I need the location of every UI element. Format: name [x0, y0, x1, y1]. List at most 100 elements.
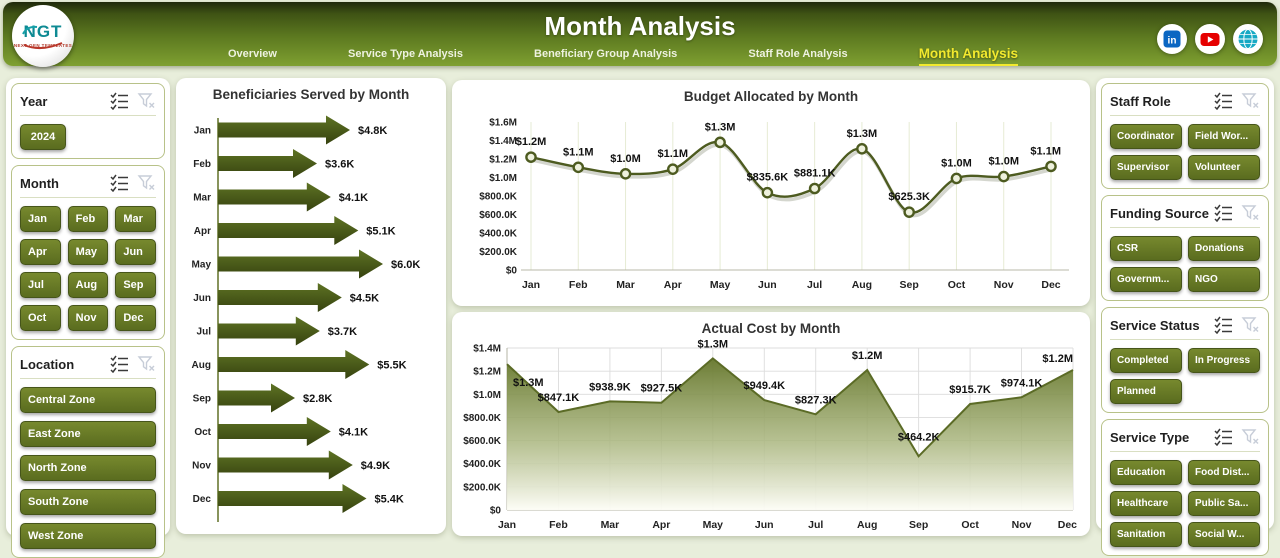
select-all-icon[interactable] [1214, 428, 1233, 446]
y-tick-label: $0 [506, 266, 518, 277]
filter-option-oct[interactable]: Oct [20, 305, 61, 331]
filter-option-healthcare[interactable]: Healthcare [1110, 491, 1182, 516]
select-all-icon[interactable] [1214, 316, 1233, 334]
clear-filter-icon[interactable] [137, 92, 156, 110]
filter-option-ngo[interactable]: NGO [1188, 267, 1260, 292]
nav-tab-month-analysis[interactable]: Month Analysis [918, 46, 1018, 66]
filter-option-mar[interactable]: Mar [115, 206, 156, 232]
filter-option-in-progress[interactable]: In Progress [1188, 348, 1260, 373]
filter-option-supervisor[interactable]: Supervisor [1110, 155, 1182, 180]
bar-value-label: $4.1K [339, 192, 368, 204]
app-header: Month Analysis Overview Service Type Anal… [3, 2, 1277, 66]
filter-option-2024[interactable]: 2024 [20, 124, 66, 150]
filter-option-east-zone[interactable]: East Zone [20, 421, 156, 447]
bar-category-label: Apr [194, 226, 211, 237]
filter-option-coordinator[interactable]: Coordinator [1110, 124, 1182, 149]
bar-value-label: $4.8K [358, 125, 387, 137]
beneficiaries-chart-panel: Beneficiaries Served by Month Jan $4.8K Fe… [176, 78, 446, 534]
filter-card-year: Year 2024 [11, 83, 165, 159]
filter-option-may[interactable]: May [67, 239, 109, 265]
data-label: $938.9K [589, 381, 631, 393]
filter-option-sanitation[interactable]: Sanitation [1110, 522, 1182, 547]
nav-tab-overview[interactable]: Overview [228, 47, 277, 60]
bar-category-label: Jun [193, 293, 211, 304]
filter-option-west-zone[interactable]: West Zone [20, 523, 156, 549]
filter-option-central-zone[interactable]: Central Zone [20, 387, 156, 413]
x-tick-label: Feb [549, 519, 568, 531]
data-label: $1.3M [698, 338, 729, 350]
x-tick-label: Dec [1058, 519, 1077, 531]
filter-option-csr[interactable]: CSR [1110, 236, 1182, 261]
data-label: $464.2K [898, 431, 940, 443]
filter-option-south-zone[interactable]: South Zone [20, 489, 156, 515]
select-all-icon[interactable] [110, 355, 129, 373]
clear-filter-icon[interactable] [1241, 204, 1260, 222]
clear-filter-icon[interactable] [1241, 316, 1260, 334]
nav-tabs: Overview Service Type Analysis Beneficiary… [228, 46, 1018, 66]
filter-option-dec[interactable]: Dec [115, 305, 156, 331]
data-label: $949.4K [743, 380, 785, 392]
filter-option-education[interactable]: Education [1110, 460, 1182, 485]
filter-option-sep[interactable]: Sep [115, 272, 156, 298]
bar-value-label: $3.7K [328, 326, 357, 338]
filter-option-donations[interactable]: Donations [1188, 236, 1260, 261]
filter-option-nov[interactable]: Nov [67, 305, 109, 331]
data-label: $1.0M [941, 157, 972, 169]
y-tick-label: $1.4M [473, 344, 501, 355]
filter-option-jul[interactable]: Jul [20, 272, 61, 298]
logo-swoosh-icon [22, 25, 63, 49]
x-tick-label: Sep [900, 279, 919, 291]
bar-arrow-jan [218, 115, 350, 145]
data-point-aug [856, 143, 868, 155]
filter-option-jan[interactable]: Jan [20, 206, 61, 232]
filter-card-location: Location Central Zone East Zone North Zone S… [11, 346, 165, 558]
clear-filter-icon[interactable] [137, 355, 156, 373]
x-tick-label: Apr [652, 519, 670, 531]
select-all-icon[interactable] [1214, 204, 1233, 222]
cost-line [506, 357, 1074, 458]
filter-option-volunteer[interactable]: Volunteer [1188, 155, 1260, 180]
nav-tab-beneficiary-group-analysis[interactable]: Beneficiary Group Analysis [534, 47, 678, 60]
filter-option-social-w[interactable]: Social W... [1188, 522, 1260, 547]
actual-cost-chart-panel: Actual Cost by Month $1.4M $1.2M $1.0M $800… [452, 312, 1090, 536]
filter-option-apr[interactable]: Apr [20, 239, 61, 265]
x-tick-label: Dec [1041, 279, 1060, 291]
bar-arrow-oct [218, 417, 331, 446]
filter-option-planned[interactable]: Planned [1110, 379, 1182, 404]
filter-option-field-wor[interactable]: Field Wor... [1188, 124, 1260, 149]
select-all-icon[interactable] [110, 174, 129, 192]
filter-option-public-sa[interactable]: Public Sa... [1188, 491, 1260, 516]
data-label: $1.3M [847, 128, 878, 140]
y-tick-label: $1.0M [473, 390, 501, 401]
filter-card-service-status: Service Status Completed In Progress Planne… [1101, 307, 1269, 413]
filter-option-feb[interactable]: Feb [67, 206, 109, 232]
data-label: $927.5K [641, 383, 683, 395]
nav-tab-staff-role-analysis[interactable]: Staff Role Analysis [748, 47, 848, 60]
web-icon[interactable] [1233, 24, 1263, 54]
x-tick-label: Aug [852, 279, 872, 291]
bar-value-label: $2.8K [303, 393, 332, 405]
y-tick-label: $0 [490, 506, 502, 517]
clear-filter-icon[interactable] [137, 174, 156, 192]
clear-filter-icon[interactable] [1241, 92, 1260, 110]
x-tick-label: Aug [857, 519, 877, 531]
youtube-icon[interactable] [1195, 24, 1225, 54]
y-tick-label: $1.6M [489, 118, 517, 129]
linkedin-icon[interactable]: in [1157, 24, 1187, 54]
data-label: $847.1K [538, 392, 580, 404]
clear-filter-icon[interactable] [1241, 428, 1260, 446]
filter-option-completed[interactable]: Completed [1110, 348, 1182, 373]
filter-option-north-zone[interactable]: North Zone [20, 455, 156, 481]
filter-option-food-dist[interactable]: Food Dist... [1188, 460, 1260, 485]
social-links: in [1157, 24, 1263, 54]
bar-arrow-feb [218, 149, 317, 178]
bar-category-label: Mar [193, 193, 211, 204]
filter-option-governm[interactable]: Governm... [1110, 267, 1182, 292]
select-all-icon[interactable] [1214, 92, 1233, 110]
bar-arrow-jul [218, 316, 320, 346]
bar-arrow-jun [218, 283, 342, 312]
filter-option-jun[interactable]: Jun [115, 239, 156, 265]
nav-tab-service-type-analysis[interactable]: Service Type Analysis [348, 47, 463, 60]
select-all-icon[interactable] [110, 92, 129, 110]
filter-option-aug[interactable]: Aug [67, 272, 109, 298]
